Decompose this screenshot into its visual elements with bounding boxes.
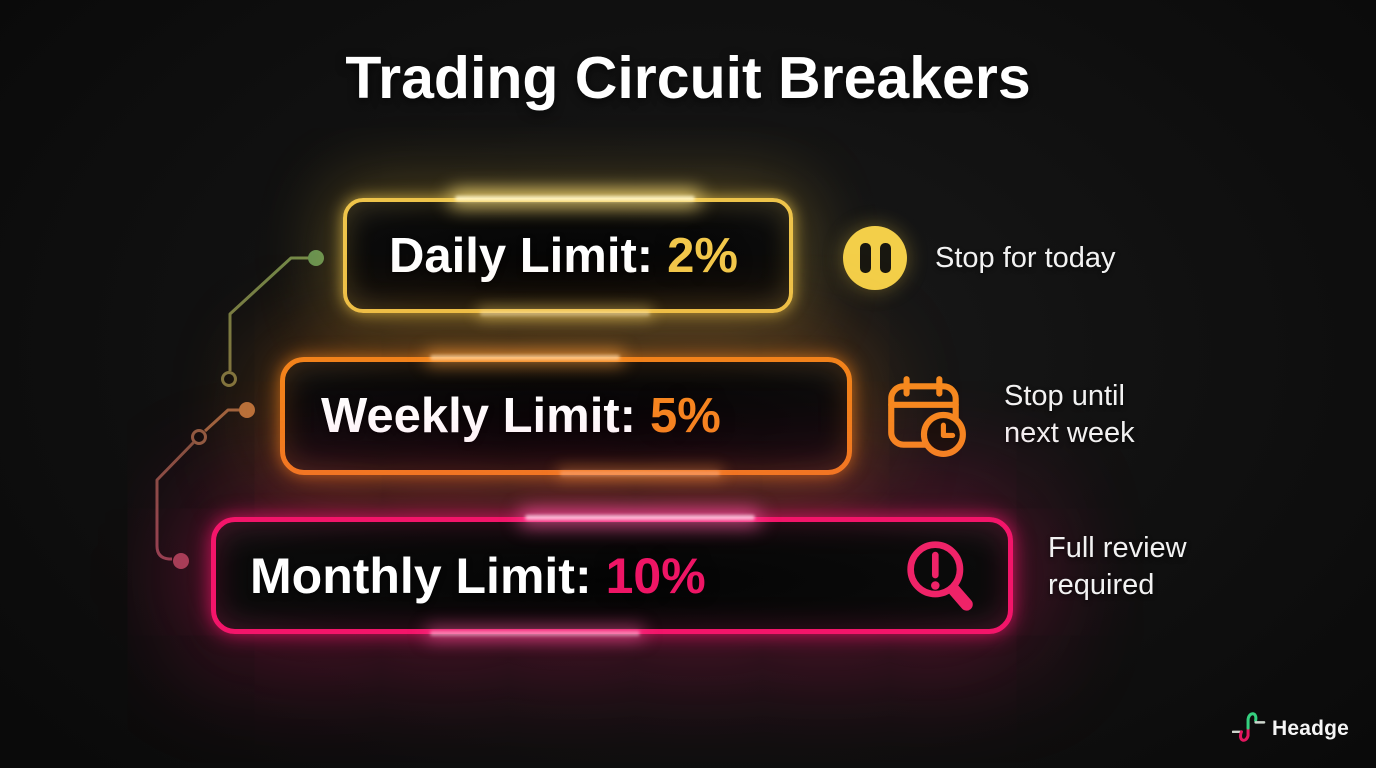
circuit-node-ring-2 [191, 429, 207, 445]
monthly-limit-box: Monthly Limit: 10% [211, 517, 1013, 634]
glow-streak [560, 471, 720, 476]
weekly-limit-label: Weekly Limit: [321, 389, 636, 443]
brand-name: Headge [1272, 717, 1350, 740]
circuit-trace-weekly [203, 408, 239, 433]
calendar-clock-icon [888, 376, 966, 457]
circuit-trace-monthly [155, 440, 196, 561]
brand-logo: Headge [1232, 707, 1349, 751]
search-alert-icon [907, 540, 973, 611]
monthly-action-label: Full review required [1048, 532, 1187, 601]
weekly-limit-value: 5% [649, 389, 721, 443]
circuit-node-monthly-dot [173, 553, 189, 569]
glow-streak [480, 311, 650, 316]
weekly-action-label: Stop until next week [1004, 380, 1135, 449]
pause-icon [843, 226, 907, 290]
page-title: Trading Circuit Breakers [345, 45, 1031, 111]
weekly-limit-box: Weekly Limit: 5% [280, 357, 852, 475]
circuit-node-weekly-dot [239, 402, 255, 418]
weekly-action: Stop until next week [882, 371, 1164, 459]
glow-streak [455, 196, 695, 201]
monthly-action: Full review required [1048, 530, 1218, 604]
monthly-limit-value: 10% [605, 547, 706, 604]
glow-streak [525, 515, 755, 520]
monthly-limit-text: Monthly Limit: 10% [250, 547, 706, 605]
daily-limit-label: Daily Limit: [389, 228, 654, 283]
daily-limit-value: 2% [667, 228, 738, 283]
circuit-trace-daily [228, 256, 310, 371]
headge-wave-icon [1232, 712, 1266, 742]
glow-streak [430, 355, 620, 360]
daily-limit-box: Daily Limit: 2% [343, 198, 793, 313]
glow-streak [430, 631, 640, 636]
monthly-limit-label: Monthly Limit: [250, 547, 592, 604]
circuit-node-ring-1 [221, 371, 237, 387]
daily-action-label: Stop for today [935, 241, 1116, 274]
circuit-node-daily-dot [308, 250, 324, 266]
daily-action: Stop for today [843, 226, 1116, 290]
